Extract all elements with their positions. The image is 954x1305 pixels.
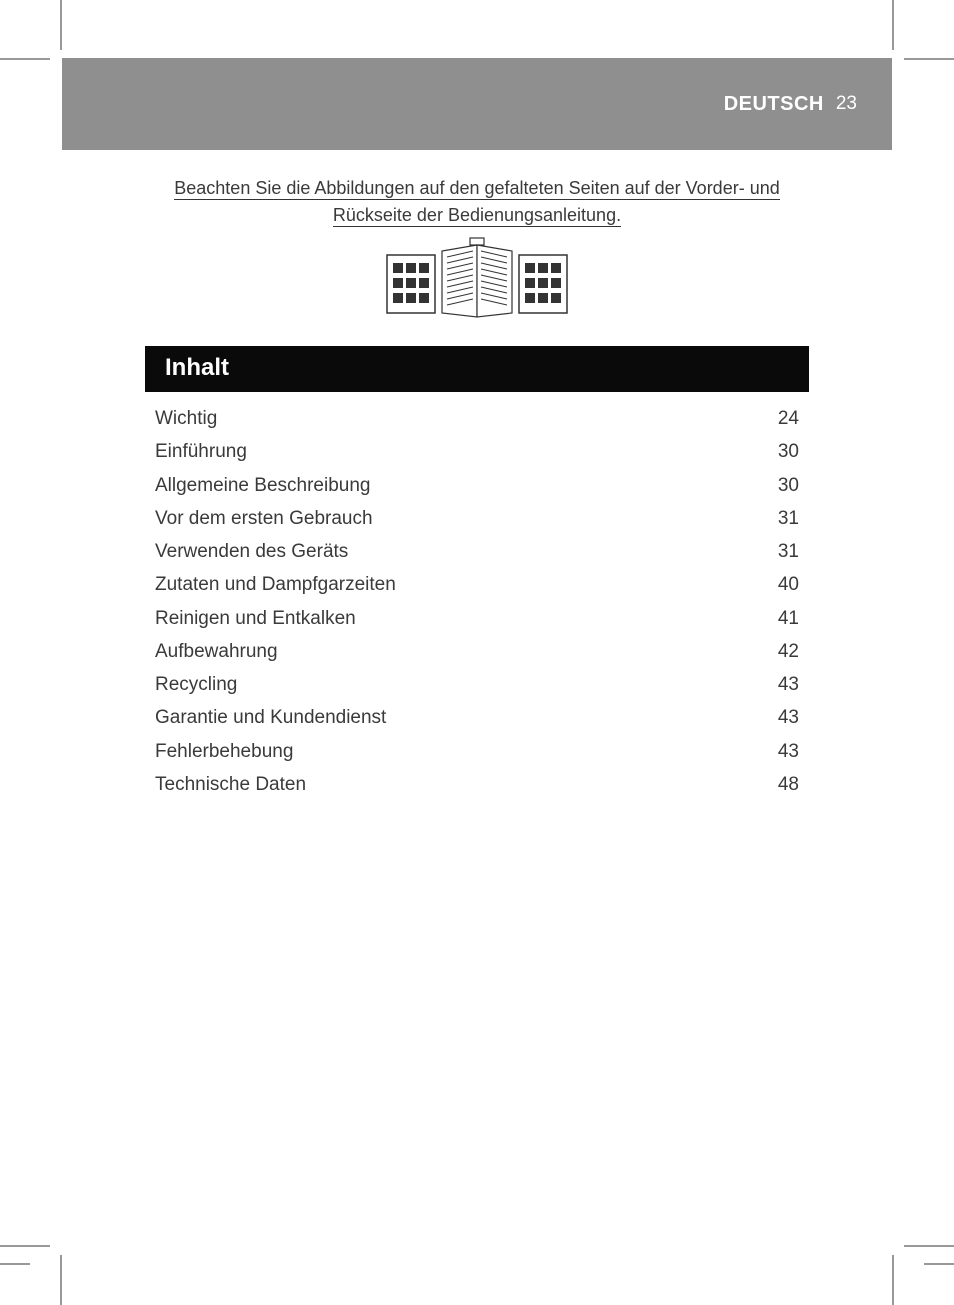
toc-title: Fehlerbehebung [155,735,293,768]
toc-title: Recycling [155,668,237,701]
toc-row: Reinigen und Entkalken 41 [155,602,799,635]
instruction-text: Beachten Sie die Abbildungen auf den gef… [155,175,799,229]
toc-row: Recycling 43 [155,668,799,701]
instruction-line2: Rückseite der Bedienungsanleitung. [333,205,621,227]
toc-row: Allgemeine Beschreibung 30 [155,469,799,502]
crop-mark [892,1255,894,1305]
table-of-contents: Wichtig 24 Einführung 30 Allgemeine Beschr… [155,402,799,801]
page-header: DEUTSCH 23 [62,58,892,150]
toc-row: Verwenden des Geräts 31 [155,535,799,568]
toc-title: Allgemeine Beschreibung [155,469,370,502]
crop-mark [60,0,62,50]
crop-mark [0,1263,30,1265]
crop-mark [0,1245,50,1247]
toc-page: 30 [778,435,799,468]
toc-row: Einführung 30 [155,435,799,468]
header-page-number: 23 [836,93,857,115]
crop-mark [904,58,954,60]
toc-page: 40 [778,568,799,601]
toc-title: Einführung [155,435,247,468]
toc-title: Garantie und Kundendienst [155,701,386,734]
toc-row: Technische Daten 48 [155,768,799,801]
crop-mark [924,1263,954,1265]
toc-row: Wichtig 24 [155,402,799,435]
toc-title: Wichtig [155,402,217,435]
toc-page: 48 [778,768,799,801]
toc-page: 30 [778,469,799,502]
toc-title: Reinigen und Entkalken [155,602,356,635]
toc-title: Verwenden des Geräts [155,535,348,568]
toc-page: 42 [778,635,799,668]
toc-title: Zutaten und Dampfgarzeiten [155,568,396,601]
toc-title: Vor dem ersten Gebrauch [155,502,373,535]
toc-title: Aufbewahrung [155,635,278,668]
toc-row: Zutaten und Dampfgarzeiten 40 [155,568,799,601]
header-language: DEUTSCH [724,93,824,116]
crop-mark [0,58,50,60]
toc-page: 43 [778,735,799,768]
open-book-icon [377,235,577,330]
instruction-line1: Beachten Sie die Abbildungen auf den gef… [174,178,779,200]
toc-page: 31 [778,535,799,568]
toc-row: Vor dem ersten Gebrauch 31 [155,502,799,535]
crop-mark [60,1255,62,1305]
toc-page: 41 [778,602,799,635]
toc-row: Fehlerbehebung 43 [155,735,799,768]
toc-row: Garantie und Kundendienst 43 [155,701,799,734]
section-heading-inhalt: Inhalt [145,346,809,392]
crop-mark [904,1245,954,1247]
toc-page: 43 [778,701,799,734]
toc-page: 31 [778,502,799,535]
toc-page: 43 [778,668,799,701]
toc-title: Technische Daten [155,768,306,801]
crop-mark [892,0,894,50]
toc-page: 24 [778,402,799,435]
toc-row: Aufbewahrung 42 [155,635,799,668]
